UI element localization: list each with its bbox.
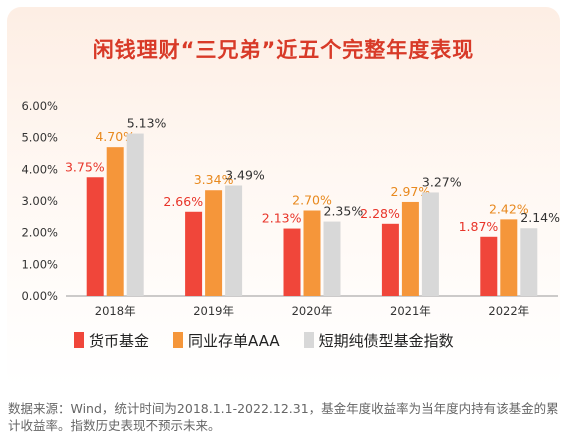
bar — [323, 221, 341, 296]
data-label: 4.70% — [95, 129, 135, 144]
x-tick-label: 2018年 — [95, 304, 136, 318]
chart-title: 闲钱理财“三兄弟”近五个完整年度表现 — [92, 38, 475, 62]
bar — [500, 219, 518, 296]
data-label: 1.87% — [459, 219, 499, 234]
legend-swatch — [303, 332, 314, 348]
legend-label: 货币基金 — [89, 331, 150, 350]
data-label: 3.34% — [194, 172, 234, 187]
bar — [480, 236, 498, 296]
legend-swatch — [74, 332, 84, 348]
x-tick-label: 2021年 — [390, 304, 431, 318]
data-label: 3.27% — [422, 174, 462, 189]
bar — [520, 228, 538, 296]
y-tick-label: 3.00% — [21, 194, 58, 208]
y-tick-label: 6.00% — [21, 99, 58, 113]
legend-swatch — [173, 332, 184, 348]
bar — [303, 210, 321, 296]
data-source-footnote: 数据来源：Wind，统计时间为2018.1.1-2022.12.31，基金年度收… — [8, 401, 559, 433]
bar — [401, 201, 419, 296]
legend-item: 货币基金 — [74, 330, 149, 351]
data-label: 2.70% — [292, 193, 332, 208]
y-tick-label: 4.00% — [21, 162, 58, 176]
bar — [106, 147, 124, 296]
legend-item: 同业存单AAA — [173, 330, 280, 351]
data-label: 3.75% — [65, 159, 105, 174]
legend-label: 短期纯债型基金指数 — [318, 331, 454, 350]
bar — [86, 177, 104, 296]
legend-item: 短期纯债型基金指数 — [303, 330, 454, 351]
y-tick-label: 2.00% — [21, 226, 58, 240]
bar — [225, 185, 243, 296]
bar — [185, 211, 203, 296]
data-label: 2.14% — [520, 210, 560, 225]
y-tick-label: 5.00% — [21, 131, 58, 145]
data-label: 2.97% — [391, 184, 431, 199]
data-label: 2.13% — [262, 211, 302, 226]
legend-label: 同业存单AAA — [188, 331, 280, 350]
bar — [381, 223, 399, 296]
data-label: 2.66% — [163, 194, 203, 209]
x-tick-label: 2019年 — [193, 304, 234, 318]
y-tick-label: 0.00% — [21, 289, 58, 303]
bar — [205, 190, 223, 296]
y-tick-label: 1.00% — [21, 257, 58, 271]
data-label: 2.28% — [360, 206, 400, 221]
x-tick-label: 2022年 — [488, 304, 529, 318]
data-label: 2.35% — [324, 204, 364, 219]
data-label: 5.13% — [127, 116, 167, 131]
data-label: 2.42% — [489, 201, 529, 216]
data-label: 3.49% — [225, 167, 265, 182]
bar — [283, 228, 301, 296]
x-tick-label: 2020年 — [292, 304, 333, 318]
bar — [421, 192, 439, 296]
chart-legend: 货币基金 同业存单AAA 短期纯债型基金指数 — [74, 329, 478, 351]
bar — [126, 133, 144, 296]
